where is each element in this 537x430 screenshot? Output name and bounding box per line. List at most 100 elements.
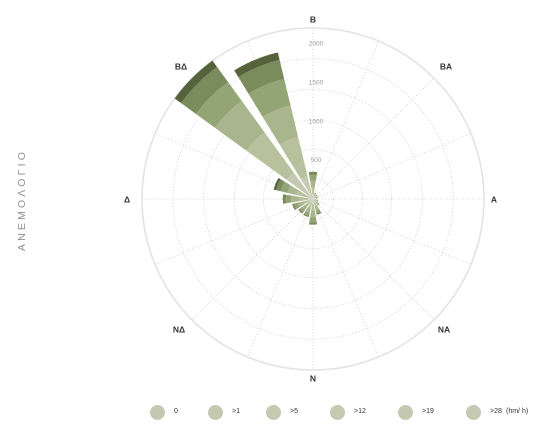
- wind-sector-segment: [287, 185, 299, 196]
- wind-sector-segment: [314, 205, 320, 211]
- side-title-text: ΑΝΕΜΟΛΟΓΙΟ: [16, 148, 28, 252]
- wind-sector-segment: [313, 194, 316, 198]
- wind-sector-segment: [313, 193, 317, 196]
- wind-sector-segment: [308, 202, 313, 209]
- wind-sector-segment: [238, 59, 285, 94]
- wind-sector-segment: [314, 199, 317, 201]
- wind-sector-segment: [309, 217, 317, 223]
- wind-sector-segment: [303, 199, 310, 205]
- grid-spoke: [314, 203, 379, 358]
- wind-sector-segment: [262, 105, 299, 145]
- wind-sector-segment: [296, 190, 308, 198]
- wind-sector-segment: [313, 199, 315, 201]
- legend-label: >28: [490, 408, 502, 415]
- grid-ring: [233, 119, 393, 279]
- wind-sector-segment: [313, 196, 316, 199]
- wind-sector-segment: [315, 201, 319, 205]
- legend-label: >5: [290, 408, 298, 415]
- grid-spoke: [154, 133, 309, 198]
- wind-sector-segment: [174, 60, 218, 104]
- grid-ring: [203, 89, 423, 309]
- radial-tick-label: 2000: [309, 41, 324, 48]
- wind-sector-segment: [315, 209, 321, 214]
- wind-sector-segment: [315, 196, 318, 199]
- direction-label: ΒΑ: [440, 61, 452, 71]
- wind-sector-segment: [313, 199, 315, 200]
- wind-sector-segment: [313, 197, 315, 199]
- wind-sector-segment: [303, 213, 310, 218]
- wind-sector-segment: [312, 194, 314, 199]
- outer-ring: [141, 27, 485, 371]
- legend-swatch: [266, 405, 281, 420]
- grid-spoke: [316, 77, 435, 196]
- wind-sector-segment: [180, 66, 229, 115]
- wind-sector-segment: [313, 198, 315, 199]
- wind-sector-segment: [309, 174, 317, 181]
- direction-label: ΒΔ: [175, 61, 187, 71]
- wind-sector-segment: [305, 206, 311, 213]
- wind-sector-segment: [307, 198, 313, 200]
- wind-sector-segment: [310, 199, 313, 203]
- wind-sector-segment: [310, 210, 316, 218]
- wind-sector-segment: [285, 194, 292, 204]
- radial-tick-label: 1000: [309, 118, 324, 125]
- legend-swatch: [208, 405, 223, 420]
- grid-spoke: [316, 202, 435, 321]
- wind-sector-segment: [286, 172, 313, 199]
- grid-spoke: [191, 202, 310, 321]
- wind-sector-segment: [279, 137, 308, 180]
- wind-sector-segment: [280, 181, 291, 193]
- wind-sector-segment: [316, 196, 318, 199]
- wind-sector-segment: [311, 203, 315, 211]
- wind-sector-segment: [305, 201, 311, 207]
- wind-sector-segment: [196, 82, 242, 128]
- grid-spoke: [317, 133, 472, 198]
- wind-sector-segment: [315, 195, 317, 197]
- grid-spoke: [247, 203, 312, 358]
- legend-swatch: [330, 405, 345, 420]
- direction-label: Δ: [124, 194, 130, 204]
- wind-sector-segment: [301, 204, 308, 211]
- grid-ring: [263, 149, 363, 249]
- wind-sector-segment: [298, 208, 304, 214]
- wind-sector-segment: [275, 179, 285, 192]
- wind-sector-segment: [308, 222, 318, 225]
- wind-sector-segment: [310, 199, 313, 202]
- wind-sector-segment: [310, 180, 316, 188]
- radial-tick-label: 1500: [309, 79, 324, 86]
- wind-sector-segment: [273, 177, 281, 191]
- legend-swatch: [150, 405, 165, 420]
- wind-sector-segment: [282, 194, 287, 204]
- wind-sector-segment: [297, 201, 305, 208]
- wind-sector-segment: [300, 176, 313, 199]
- wind-sector-segment: [314, 198, 316, 200]
- wind-sector-segment: [315, 199, 318, 202]
- wind-sector-segment: [309, 199, 313, 202]
- wind-sector-segment: [315, 198, 317, 200]
- wind-sector-segment: [214, 100, 265, 151]
- wind-sector-segment: [316, 211, 322, 215]
- direction-label: Β: [310, 14, 316, 24]
- legend-swatch: [398, 405, 413, 420]
- wind-sector-segment: [291, 195, 300, 203]
- direction-label: ΝΔ: [173, 324, 185, 334]
- wind-sector-segment: [314, 192, 317, 195]
- grid-spoke: [317, 200, 472, 265]
- wind-sector-segment: [304, 210, 310, 216]
- legend-label: 0: [174, 408, 178, 415]
- wind-sector-segment: [248, 78, 291, 117]
- wind-sector-segment: [312, 199, 314, 204]
- legend-label: >1: [232, 408, 240, 415]
- wind-sector-segment: [311, 187, 315, 195]
- wind-sector-segment: [317, 203, 320, 206]
- wind-sector-segment: [316, 200, 319, 202]
- direction-label: ΝΑ: [438, 324, 450, 334]
- legend-swatch: [466, 405, 481, 420]
- legend-unit-label: (hm/ h): [506, 408, 529, 415]
- wind-sector-segment: [299, 196, 308, 202]
- wind-sector-segment: [308, 171, 318, 176]
- wind-sector-segment: [313, 199, 315, 203]
- grid-spoke: [154, 200, 309, 265]
- direction-label: Ν: [310, 373, 316, 383]
